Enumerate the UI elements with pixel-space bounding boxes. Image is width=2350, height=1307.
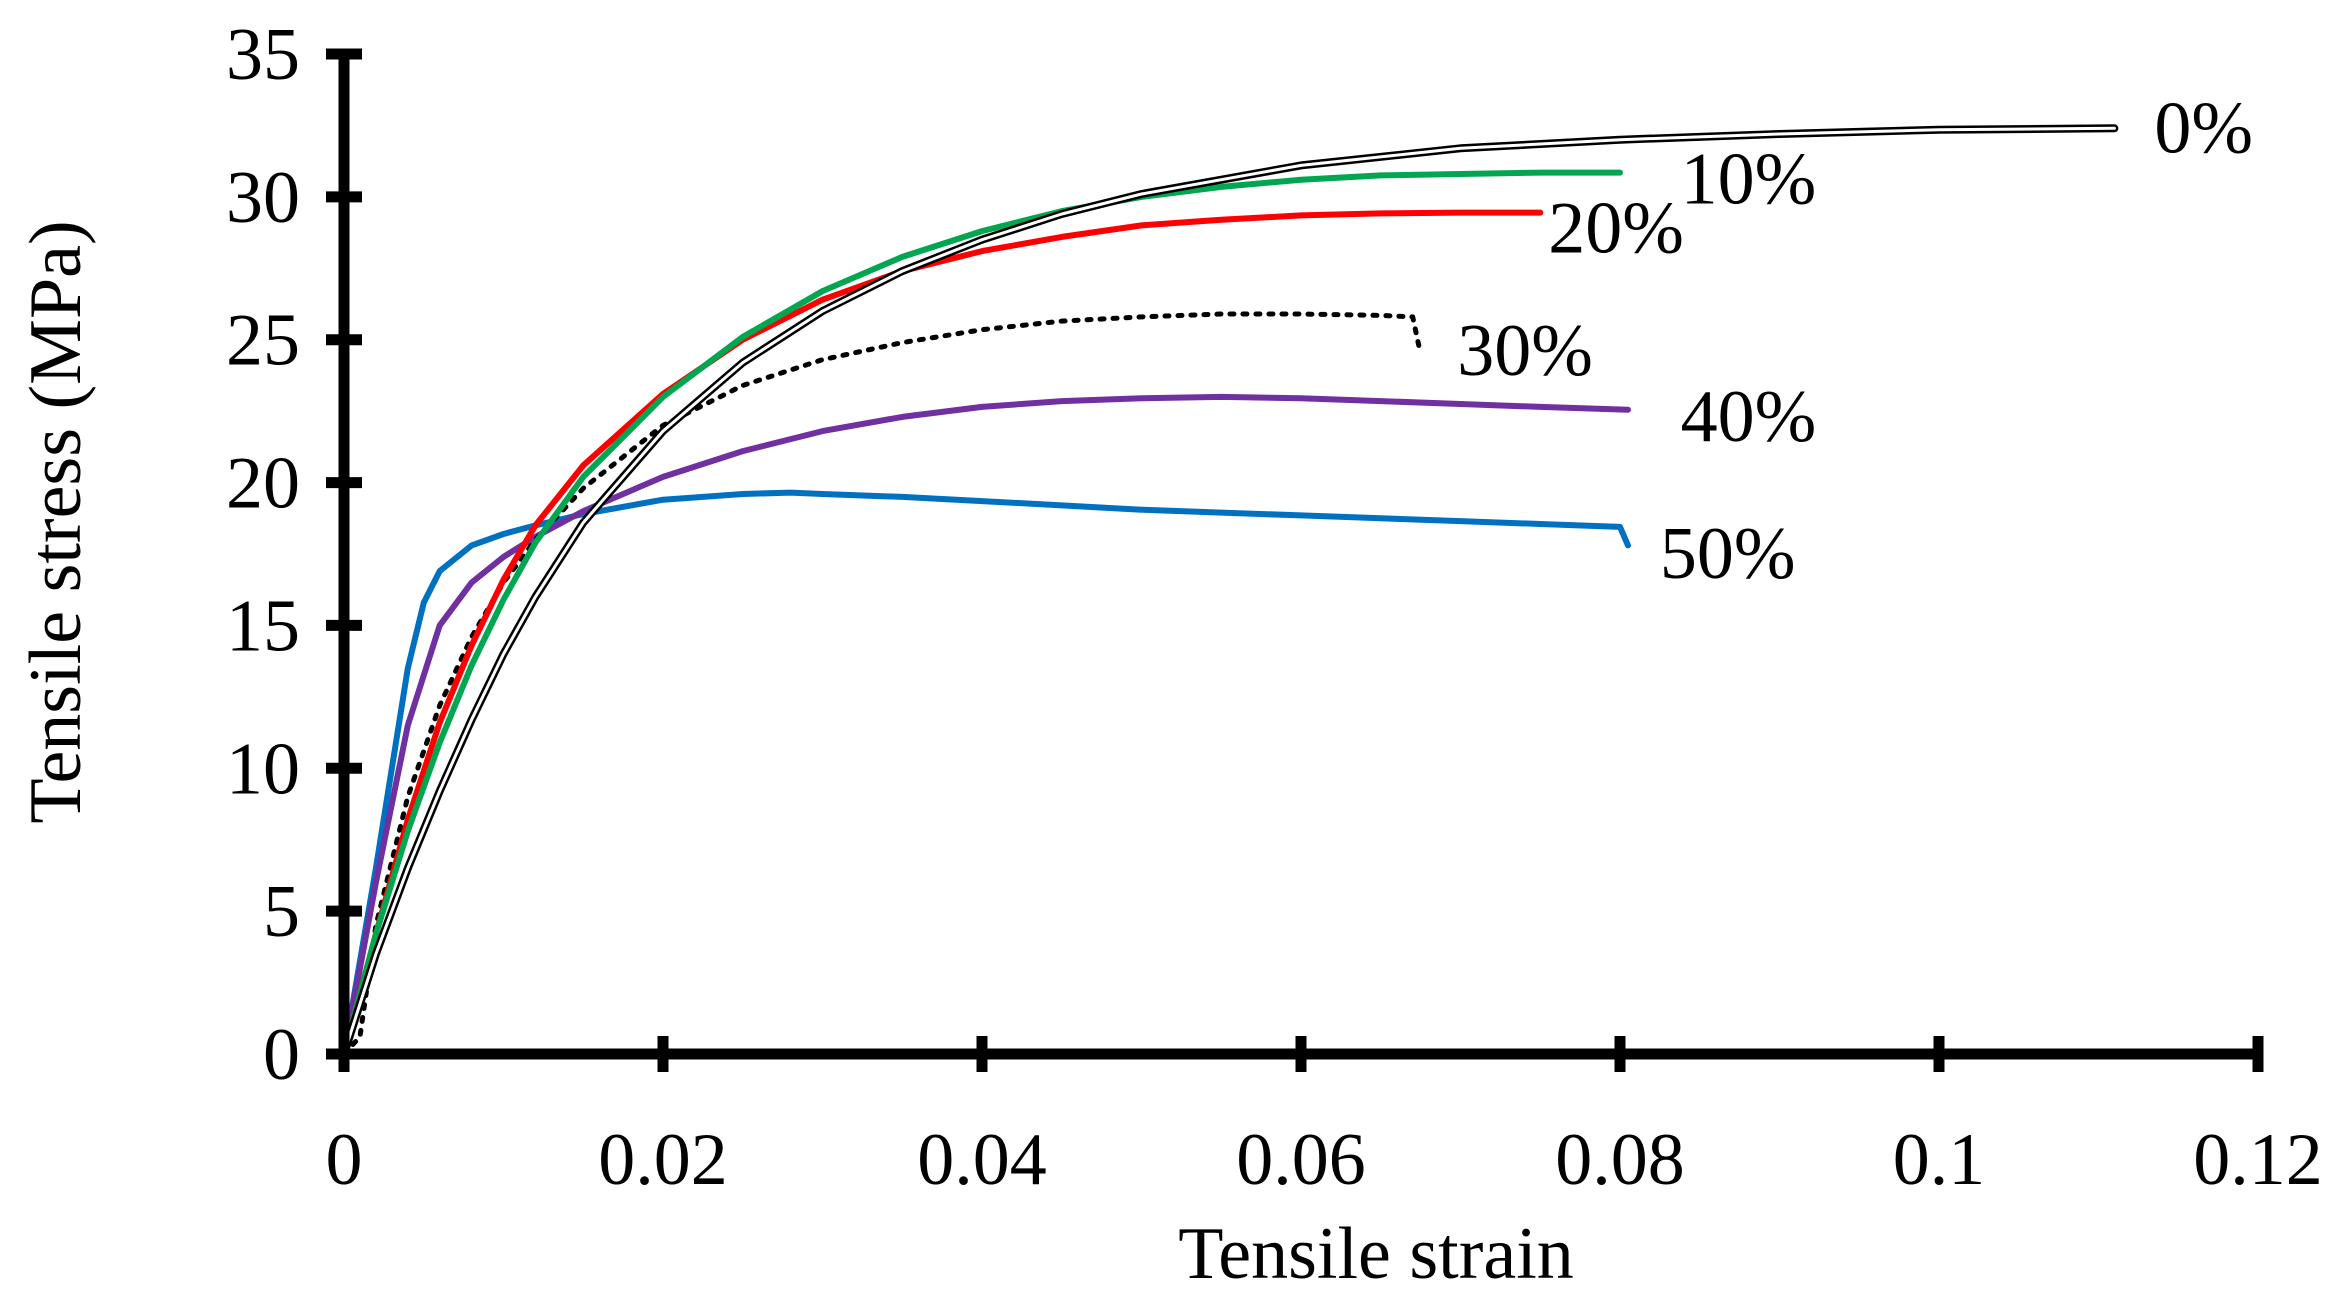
series-line-40-percent xyxy=(341,393,1631,1057)
x-axis-title: Tensile strain xyxy=(1178,1213,1574,1295)
y-tick-label: 5 xyxy=(263,871,300,953)
series-label-50-percent: 50% xyxy=(1660,513,1796,595)
axes-layer xyxy=(326,48,2264,1072)
series-label-10-percent: 10% xyxy=(1681,139,1817,221)
series-line-50-percent xyxy=(341,489,1631,1057)
x-tick-label: 0.04 xyxy=(917,1119,1047,1201)
series-line-0-percent xyxy=(340,124,2119,1058)
x-tick-label: 0.1 xyxy=(1893,1119,1986,1201)
series-layer xyxy=(340,124,2119,1058)
y-tick-label: 35 xyxy=(226,14,300,96)
y-tick-label: 15 xyxy=(226,585,300,667)
y-tick-label: 10 xyxy=(226,728,300,810)
series-line-30-percent xyxy=(341,311,1424,1057)
series-label-40-percent: 40% xyxy=(1681,376,1817,458)
series-line-10-percent xyxy=(341,169,1623,1057)
labels-layer: 0 5 10 15 20 25 30 35 0 0.02 0.04 0.06 0.08 0.1 0.12 0%… xyxy=(226,14,2323,1201)
y-axis-title: Tensile stress (MPa) xyxy=(15,220,97,823)
series-label-30-percent: 30% xyxy=(1457,310,1593,392)
series-label-20-percent: 20% xyxy=(1548,187,1684,269)
y-tick-label: 0 xyxy=(263,1014,300,1096)
series-line-0-percent-inner xyxy=(342,126,2116,1056)
x-tick-label: 0.12 xyxy=(2193,1119,2323,1201)
x-tick-label: 0 xyxy=(326,1119,363,1201)
x-tick-label: 0.06 xyxy=(1236,1119,1366,1201)
x-tick-label: 0.08 xyxy=(1555,1119,1685,1201)
y-tick-label: 20 xyxy=(226,443,300,525)
series-line-20-percent xyxy=(341,209,1544,1057)
y-tick-label: 30 xyxy=(226,157,300,239)
series-label-0-percent: 0% xyxy=(2154,87,2253,169)
x-tick-label: 0.02 xyxy=(598,1119,728,1201)
y-tick-label: 25 xyxy=(226,300,300,382)
